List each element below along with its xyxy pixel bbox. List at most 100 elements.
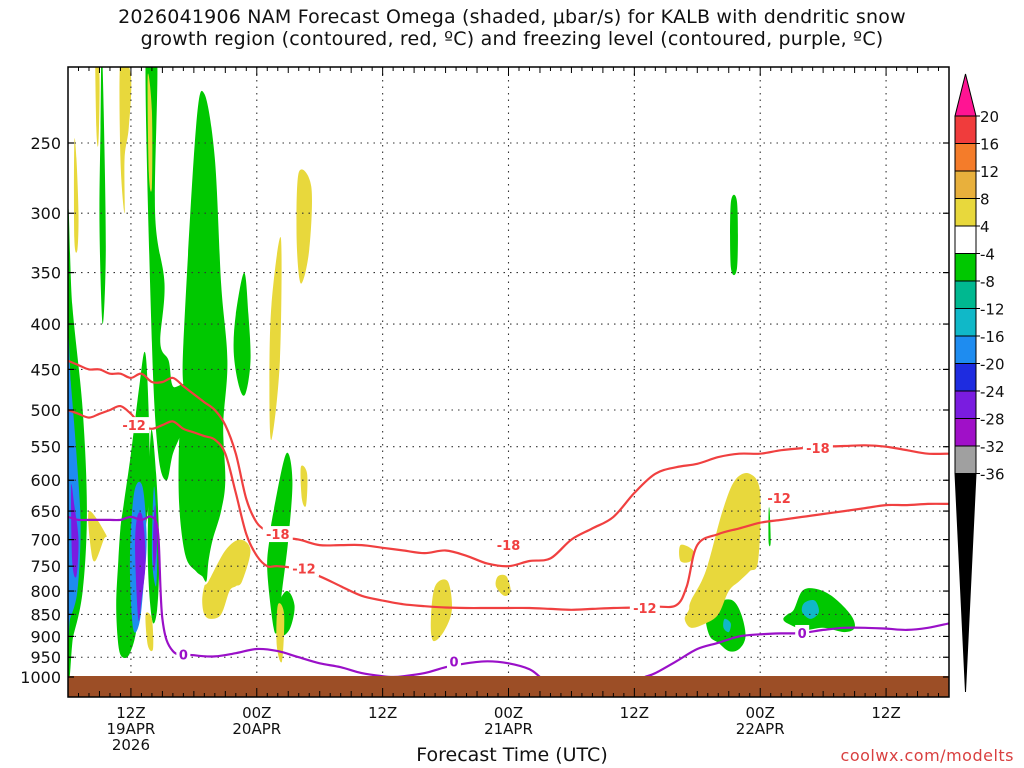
x-tick-label: 2026 bbox=[112, 736, 150, 754]
y-tick-label: 800 bbox=[30, 582, 61, 601]
colorbar-tick-label: -16 bbox=[980, 328, 1005, 346]
contour-label: -12 bbox=[633, 602, 657, 617]
y-tick-label: 450 bbox=[30, 360, 61, 379]
colorbar-tick-label: 8 bbox=[980, 191, 990, 209]
colorbar-segment bbox=[954, 198, 977, 227]
omega-region bbox=[71, 484, 79, 578]
colorbar-tick-label: -28 bbox=[980, 411, 1005, 429]
omega-region bbox=[768, 507, 771, 547]
contour-label-bg bbox=[629, 600, 660, 617]
colorbar-segment bbox=[954, 280, 977, 309]
omega-region bbox=[684, 473, 761, 628]
y-tick-label: 500 bbox=[30, 401, 61, 420]
x-tick-label: 12Z bbox=[620, 704, 649, 722]
y-tick-label: 250 bbox=[30, 134, 61, 153]
omega-region bbox=[783, 588, 855, 633]
x-axis-title: Forecast Time (UTC) bbox=[416, 744, 608, 766]
omega-region bbox=[99, 67, 106, 325]
title-line-2: growth region (contoured, red, ºC) and f… bbox=[140, 28, 884, 50]
colorbar-segment bbox=[954, 418, 977, 447]
omega-region bbox=[147, 73, 153, 192]
y-tick-label: 950 bbox=[30, 648, 61, 667]
dgz-contour bbox=[68, 359, 949, 568]
omega-region bbox=[119, 67, 132, 214]
contour-label: 0 bbox=[449, 656, 458, 671]
y-tick-label: 550 bbox=[30, 438, 61, 457]
omega-region bbox=[267, 452, 293, 634]
omega-region bbox=[95, 67, 100, 147]
omega-region bbox=[801, 600, 820, 619]
contour-label-bg bbox=[493, 537, 524, 554]
x-tick-label: 00Z bbox=[746, 704, 775, 722]
omega-region bbox=[300, 465, 308, 507]
contour-label-bg bbox=[795, 624, 810, 641]
x-tick-label: 00Z bbox=[242, 704, 271, 722]
omega-region bbox=[145, 612, 154, 652]
colorbar-top-triangle bbox=[954, 73, 977, 117]
colorbar-tick-label: 12 bbox=[980, 163, 999, 181]
omega-region bbox=[723, 618, 731, 633]
colorbar-segment bbox=[954, 225, 977, 254]
omega-region bbox=[178, 90, 228, 582]
x-tick-label: 21APR bbox=[484, 720, 533, 738]
colorbar-tick-label: -24 bbox=[980, 383, 1005, 401]
colorbar-segment bbox=[954, 445, 977, 474]
colorbar-tick-label: -32 bbox=[980, 438, 1005, 456]
colorbar-segment bbox=[954, 143, 977, 172]
colorbar-segment bbox=[954, 390, 977, 419]
chart-title: 2026041906 NAM Forecast Omega (shaded, μ… bbox=[0, 6, 1024, 50]
omega-region bbox=[296, 169, 312, 284]
omega-region bbox=[233, 272, 251, 396]
contour-label-bg bbox=[176, 646, 191, 663]
omega-region bbox=[276, 603, 285, 663]
contour-label-bg bbox=[764, 489, 795, 506]
colorbar-tick-label: 16 bbox=[980, 136, 999, 154]
x-tick-label: 12Z bbox=[871, 704, 900, 722]
omega-region bbox=[730, 194, 738, 276]
y-tick-label: 1000 bbox=[20, 668, 61, 687]
dotted-grid bbox=[68, 67, 949, 697]
x-tick-label: 12Z bbox=[116, 704, 145, 722]
contour-label: -12 bbox=[292, 563, 316, 578]
contour-label: 0 bbox=[798, 627, 807, 642]
y-tick-label: 750 bbox=[30, 557, 61, 576]
colorbar-segment bbox=[954, 170, 977, 199]
x-tick-label: 22APR bbox=[736, 720, 785, 738]
colorbar-tick-label: -12 bbox=[980, 301, 1005, 319]
colorbar-segment bbox=[954, 308, 977, 337]
contour-label-bg bbox=[262, 526, 293, 543]
contour-label: 0 bbox=[179, 648, 188, 663]
omega-region bbox=[495, 574, 511, 596]
omega-region bbox=[88, 510, 107, 562]
y-tick-label: 600 bbox=[30, 471, 61, 490]
colorbar-segment bbox=[954, 253, 977, 282]
x-tick-label: 12Z bbox=[368, 704, 397, 722]
y-tick-label: 900 bbox=[30, 627, 61, 646]
y-tick-label: 350 bbox=[30, 264, 61, 283]
x-tick-label: 20APR bbox=[232, 720, 281, 738]
colorbar-tick-label: -8 bbox=[980, 273, 995, 291]
colorbar-segment bbox=[954, 335, 977, 364]
colorbar-tick-label: -4 bbox=[980, 246, 995, 264]
colorbar-segment bbox=[954, 363, 977, 392]
colorbar-tick-label: -36 bbox=[980, 466, 1005, 484]
title-line-1: 2026041906 NAM Forecast Omega (shaded, μ… bbox=[118, 6, 906, 28]
source-credit: coolwx.com/modelts bbox=[840, 746, 1014, 765]
omega-region bbox=[73, 138, 79, 253]
contour-label: -12 bbox=[767, 492, 791, 507]
colorbar-tick-label: -20 bbox=[980, 356, 1005, 374]
y-tick-label: 700 bbox=[30, 531, 61, 550]
contour-labels: -12 -18 -12 -18 -12 -18 -12 0 0 0 bbox=[119, 417, 833, 671]
colorbar-bottom-triangle bbox=[954, 473, 977, 693]
x-tick-label: 19APR bbox=[107, 720, 156, 738]
dgz-contour bbox=[68, 404, 949, 611]
contour-label: -18 bbox=[806, 442, 830, 457]
contour-label: -18 bbox=[497, 539, 521, 554]
omega-region bbox=[430, 579, 453, 642]
omega-region bbox=[269, 236, 282, 440]
colorbar-tick-label: 20 bbox=[980, 108, 999, 126]
y-tick-label: 650 bbox=[30, 502, 61, 521]
contour-label-bg bbox=[288, 560, 319, 577]
contour-label-bg bbox=[802, 440, 833, 457]
